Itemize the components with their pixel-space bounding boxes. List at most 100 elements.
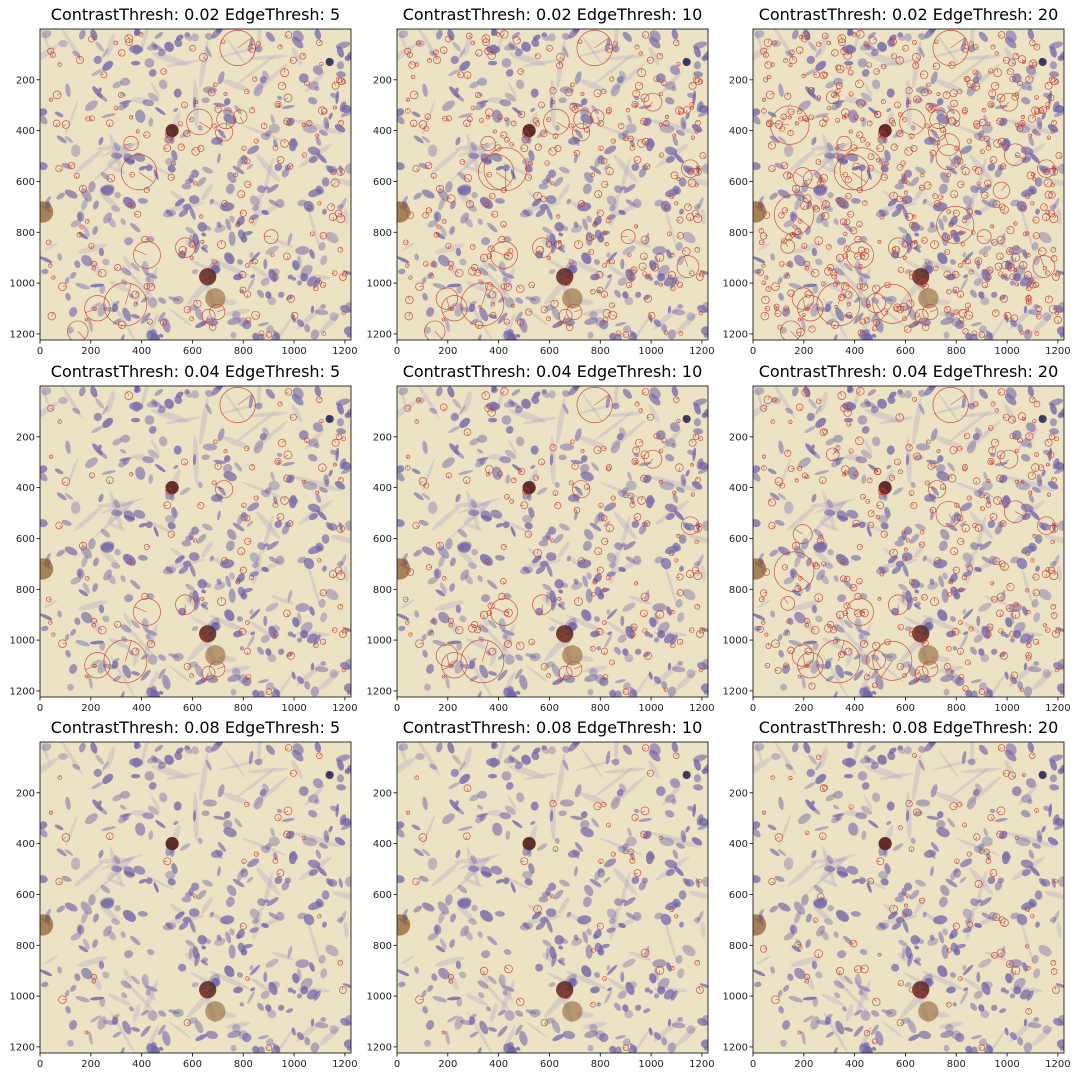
cell-nucleus [217,153,221,164]
keypoint-orientation [783,240,789,247]
cell-nucleus [680,474,687,487]
cell-nucleus [248,394,254,409]
cell-nucleus [476,91,484,97]
keypoint-circle [760,311,770,321]
keypoint-circle [803,170,822,189]
keypoint-circle [270,252,275,258]
keypoint-orientation [833,272,837,274]
keypoint-circle [244,88,250,95]
keypoint-circle [404,47,412,55]
cell-nucleus [875,566,889,575]
cell-nucleus [65,649,71,658]
keypoint-circle [946,209,952,214]
cell-nucleus [792,29,799,40]
keypoint-orientation [1039,256,1045,267]
cell-nucleus [629,139,635,147]
keypoint-circle [692,76,700,83]
keypoint-orientation [803,314,805,317]
cell-nucleus [477,624,489,633]
keypoint-orientation [407,263,409,266]
keypoint-circle [868,36,877,45]
cell-nucleus [151,398,158,408]
keypoint-orientation [247,622,250,624]
keypoint-circle [830,269,838,277]
keypoint-orientation [837,120,839,123]
cell-nucleus [568,136,581,145]
cell-nucleus [343,326,351,336]
cell-nucleus [1021,188,1035,198]
x-tick-label: 1000 [638,703,663,714]
keypoint-orientation [234,172,236,175]
cell-nucleus [546,206,553,220]
keypoint-orientation [472,267,476,272]
cell-nucleus [267,296,277,306]
keypoint-orientation [341,437,344,439]
keypoint-orientation [251,577,253,580]
keypoint-circle [405,465,411,471]
cell-nucleus [455,87,459,92]
keypoint-orientation [875,302,882,312]
tissue-fiber [773,386,796,420]
tissue-fiber [863,439,873,455]
cell-nucleus [54,468,64,475]
keypoint-circle [84,576,90,581]
cell-nucleus [438,555,445,568]
keypoint-circle [84,219,90,224]
cell-nucleus [553,176,564,187]
cell-nucleus [118,102,128,111]
keypoint-orientation [146,188,150,191]
keypoint-orientation [457,73,461,76]
keypoint-orientation [530,163,532,166]
keypoint-orientation [860,329,862,334]
cell-nucleus [559,523,570,531]
keypoint-circle [1045,270,1051,276]
keypoint-circle [123,135,139,152]
cell-nucleus [260,277,270,286]
keypoint-orientation [520,70,524,72]
keypoint-orientation [604,676,606,680]
cell-nucleus [469,657,477,664]
cell-nucleus [529,295,541,305]
keypoint-circle [479,253,489,263]
cell-nucleus [230,688,237,696]
keypoint-orientation [920,73,925,76]
keypoint-orientation [163,70,167,72]
keypoint-orientation [312,233,314,236]
cell-nucleus [769,135,780,144]
keypoint-circle [854,235,862,244]
keypoint-orientation [904,244,907,248]
keypoint-orientation [495,171,511,183]
cell-nucleus [129,44,144,54]
cell-nucleus [685,112,690,120]
tissue-fiber [578,436,607,449]
tissue-fiber [224,392,246,423]
cell-nucleus [624,296,634,306]
y-tick-label: 400 [16,126,35,137]
cell-nucleus [1059,51,1064,59]
cell-nucleus [622,291,629,299]
cell-nucleus [421,546,435,556]
cell-nucleus [479,100,487,108]
cell-nucleus [608,562,616,569]
cell-nucleus [144,58,155,68]
cell-nucleus [813,185,827,196]
keypoint-orientation [513,477,516,481]
cell-nucleus [777,276,783,284]
cell-nucleus [622,245,636,255]
keypoint-circle [924,259,930,265]
x-tick-label: 200 [81,346,100,357]
keypoint-orientation [820,183,824,187]
keypoint-circle [1045,210,1051,216]
cell-nucleus [88,675,93,689]
keypoint-orientation [690,82,693,86]
cell-nucleus [435,589,446,597]
cell-nucleus [515,297,524,304]
cell-nucleus [770,253,776,261]
keypoint-orientation [882,99,884,102]
cell-nucleus [144,415,155,425]
keypoint-circle [498,592,506,601]
keypoint-circle [1012,52,1020,60]
keypoint-orientation [217,463,219,467]
cell-nucleus [548,169,557,178]
cell-nucleus [101,470,116,475]
